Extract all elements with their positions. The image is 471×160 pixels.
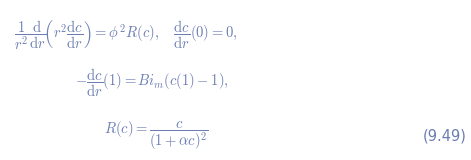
Text: $\dfrac{1}{r^2}\dfrac{\mathrm{d}}{\mathrm{d}r}\!\left(r^2\dfrac{\mathrm{d}c}{\ma: $\dfrac{1}{r^2}\dfrac{\mathrm{d}}{\mathr… [14, 18, 237, 52]
Text: (9.49): (9.49) [422, 128, 466, 144]
Text: $-\dfrac{\mathrm{d}c}{\mathrm{d}r}(1) = Bi_m(c(1) - 1),$: $-\dfrac{\mathrm{d}c}{\mathrm{d}r}(1) = … [75, 67, 229, 100]
Text: $R(c) = \dfrac{c}{(1 + \alpha c)^2}$: $R(c) = \dfrac{c}{(1 + \alpha c)^2}$ [104, 120, 208, 152]
